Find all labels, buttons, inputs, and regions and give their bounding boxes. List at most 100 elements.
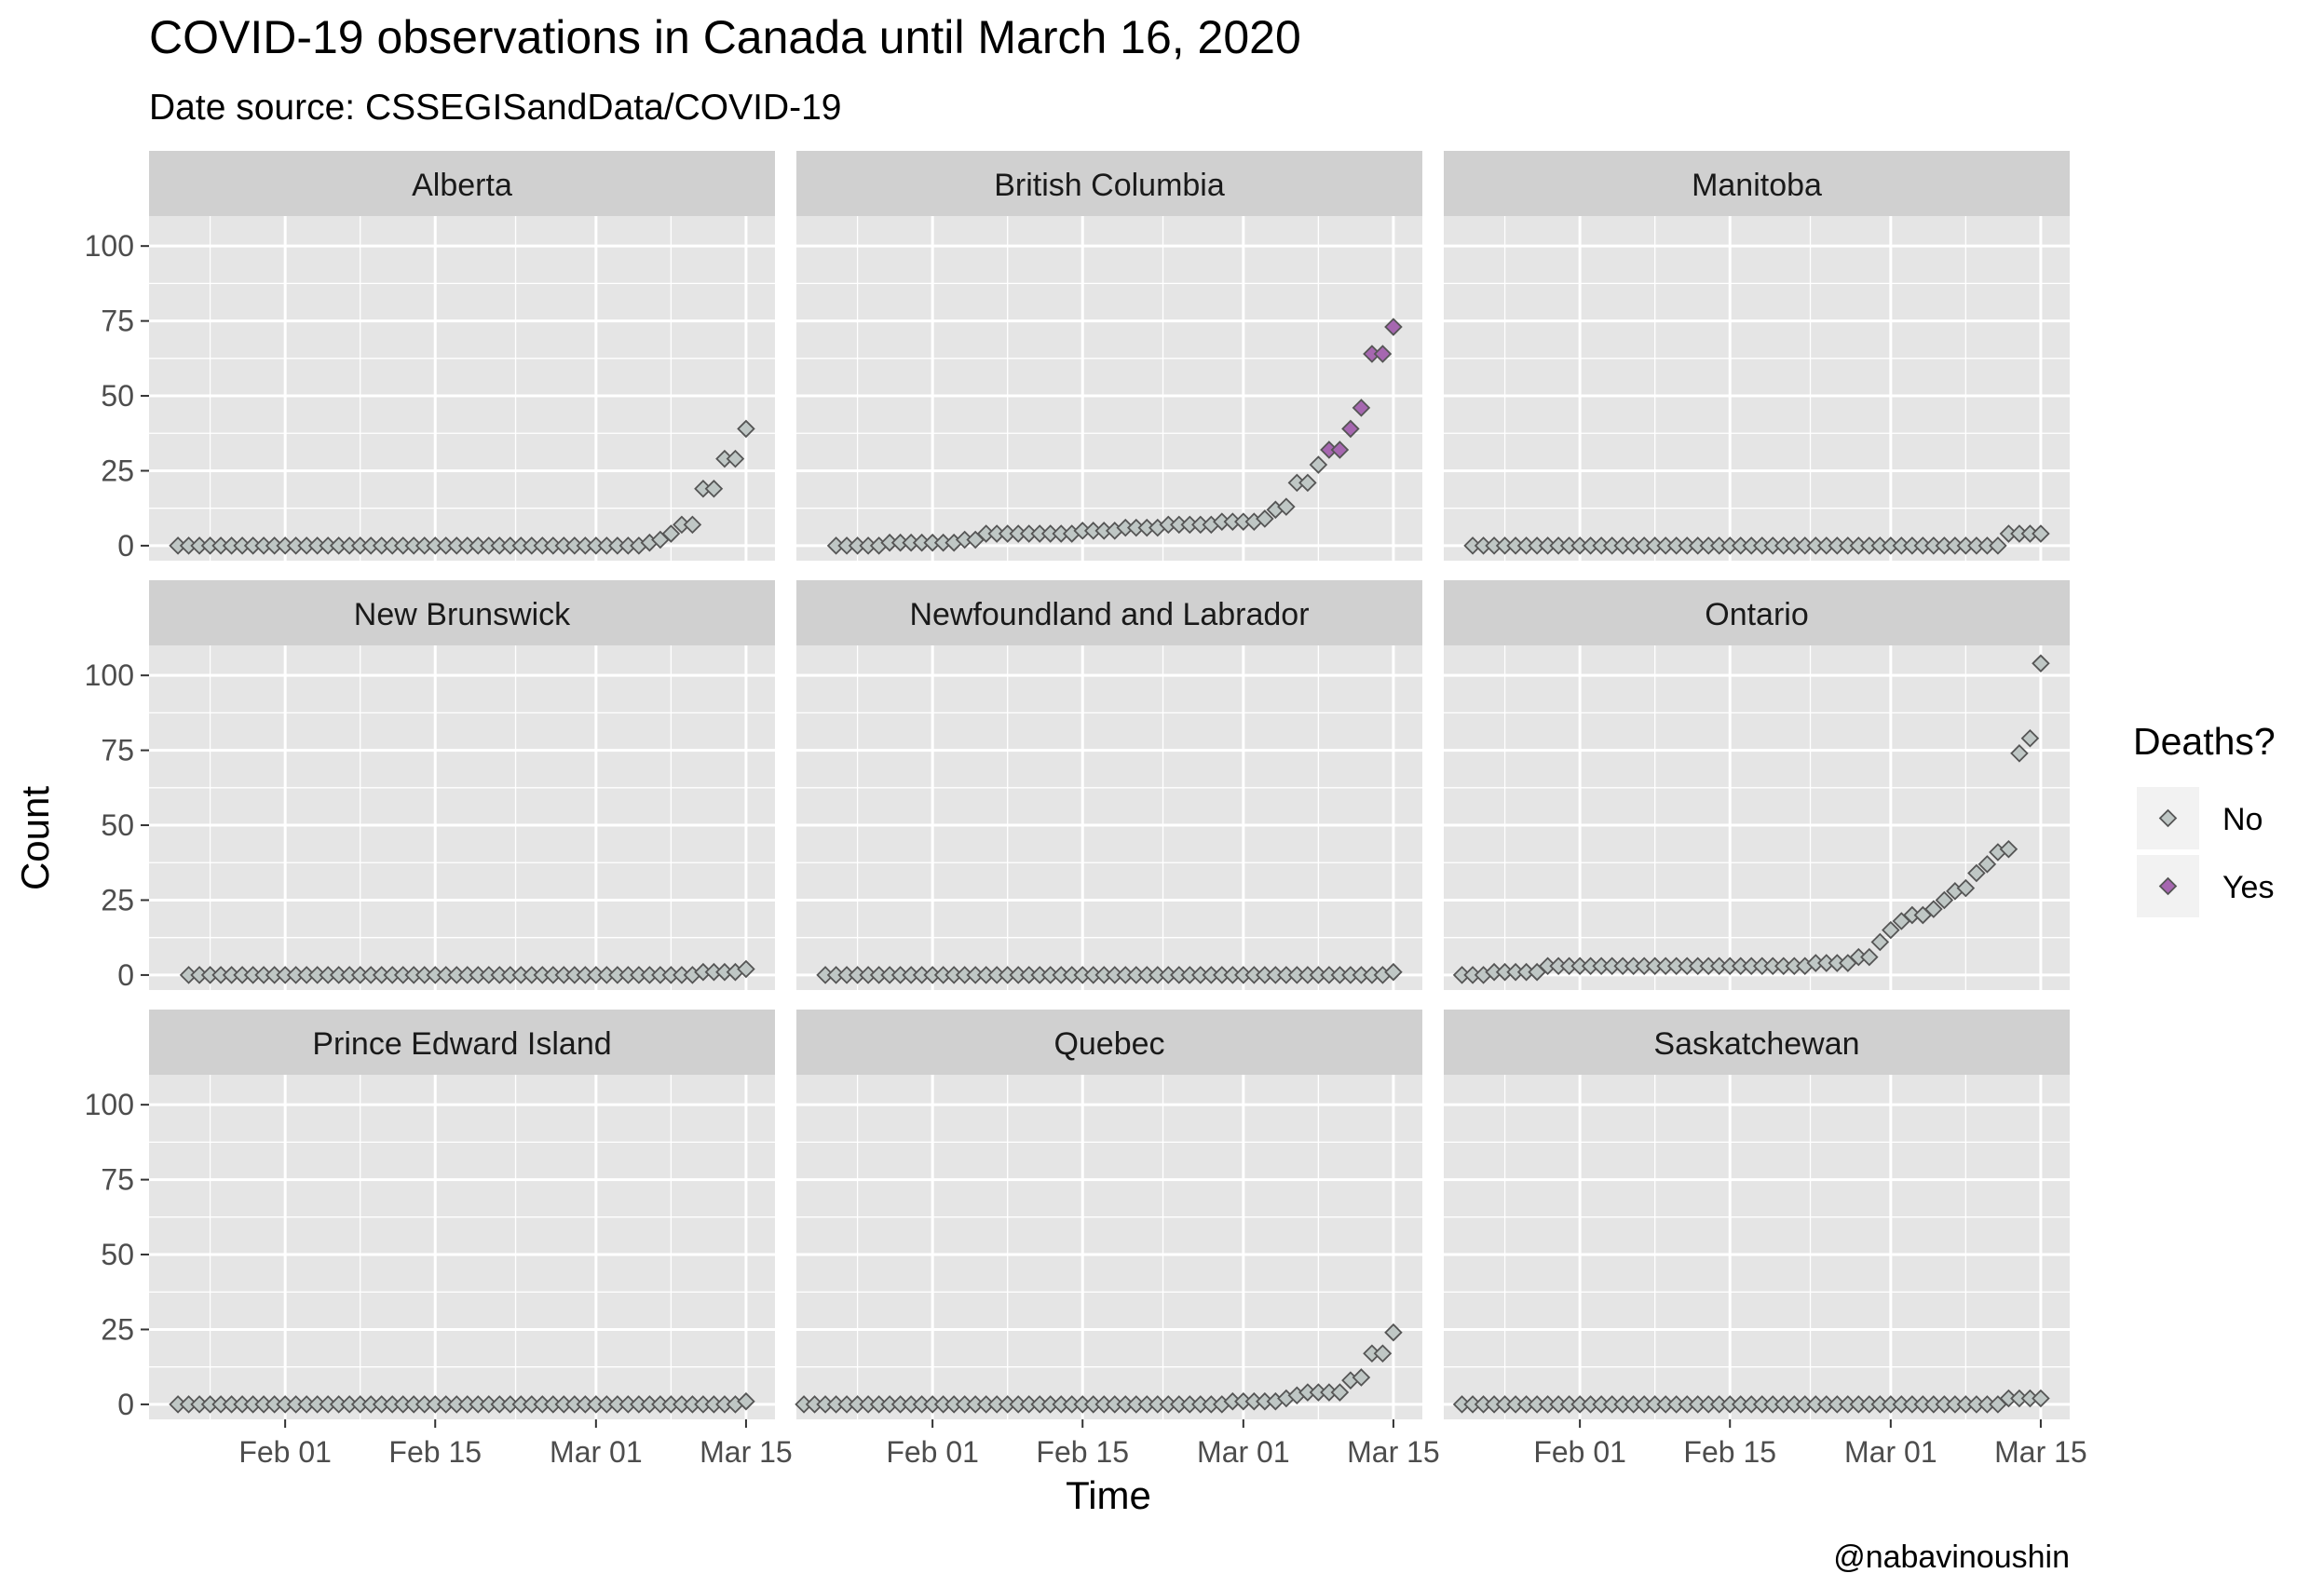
- facet-strip-label: Prince Edward Island: [312, 1026, 611, 1062]
- y-tick-label: 25: [101, 1312, 134, 1346]
- y-tick-label: 50: [101, 379, 134, 413]
- data-point: [1860, 947, 1879, 967]
- panel-british-columbia: British Columbia: [796, 151, 1422, 561]
- panel-background: [1444, 216, 2070, 561]
- facet-strip-label: Quebec: [1053, 1026, 1164, 1062]
- facet-strip: [796, 151, 1422, 216]
- facet-strip-label: Manitoba: [1692, 168, 1822, 203]
- y-tick-label: 100: [85, 229, 134, 263]
- data-point: [1373, 1344, 1393, 1363]
- data-point: [2010, 744, 2029, 763]
- data-point: [1870, 932, 1890, 952]
- panels-layer: Alberta 0 25 50 75 100 British Columbia Manitob…: [85, 151, 2087, 1469]
- panel-ontario: Ontario: [1444, 580, 2070, 990]
- panel-manitoba: Manitoba: [1444, 151, 2070, 561]
- y-tick-label: 0: [117, 958, 134, 992]
- data-point: [1924, 900, 1943, 918]
- legend-title: Deaths?: [2133, 720, 2276, 763]
- data-point: [737, 419, 755, 439]
- caption: @nabavinoushin: [1833, 1540, 2070, 1575]
- data-point-death: [1341, 419, 1360, 439]
- data-point: [1967, 863, 1986, 883]
- data-point: [2020, 728, 2040, 748]
- panel-background: [796, 216, 1422, 561]
- x-tick-label: Feb 01: [238, 1435, 332, 1469]
- facet-strip: [149, 580, 775, 645]
- legend: Deaths? No Yes: [2133, 720, 2276, 917]
- data-point: [1277, 497, 1296, 516]
- x-tick-label: Feb 15: [388, 1435, 482, 1469]
- facet-strip: [1444, 151, 2070, 216]
- x-tick-label: Mar 15: [1994, 1435, 2087, 1469]
- data-point: [1999, 840, 2018, 859]
- data-point-death: [1384, 318, 1403, 336]
- data-point: [661, 524, 681, 543]
- x-axis-title: Time: [1066, 1473, 1151, 1517]
- y-tick-label: 25: [101, 454, 134, 487]
- chart-subtitle: Date source: CSSEGISandData/COVID-19: [149, 88, 842, 128]
- x-tick-label: Mar 01: [1844, 1435, 1937, 1469]
- y-tick-label: 75: [101, 734, 134, 767]
- x-tick-label: Feb 15: [1683, 1435, 1776, 1469]
- data-point: [1384, 962, 1403, 982]
- y-tick-label: 100: [85, 1088, 134, 1121]
- data-point: [1977, 855, 1997, 874]
- panel-background: [149, 1075, 775, 1419]
- panel-prince-edward-island: Prince Edward Island 0 25 50 75 100 Feb 01 Feb …: [85, 1010, 793, 1469]
- panel-background: [149, 216, 775, 561]
- data-point: [683, 515, 702, 535]
- data-point: [726, 449, 745, 468]
- data-point: [1989, 536, 2007, 555]
- x-tick-label: Mar 15: [1347, 1435, 1440, 1469]
- data-point: [704, 480, 724, 498]
- legend-key-yes: [2158, 876, 2178, 896]
- data-point: [1935, 890, 1954, 910]
- y-tick-label: 25: [101, 883, 134, 916]
- y-tick-label: 100: [85, 658, 134, 692]
- facet-strip: [149, 151, 775, 216]
- panel-background: [1444, 1075, 2070, 1419]
- x-tick-label: Mar 15: [700, 1435, 793, 1469]
- x-tick-label: Feb 01: [1533, 1435, 1626, 1469]
- x-tick-label: Feb 15: [1036, 1435, 1129, 1469]
- x-tick-label: Mar 01: [1197, 1435, 1290, 1469]
- x-tick-label: Mar 01: [550, 1435, 643, 1469]
- facet-strip-label: Ontario: [1705, 597, 1809, 632]
- y-tick-label: 75: [101, 1163, 134, 1197]
- facet-strip-label: British Columbia: [994, 168, 1225, 203]
- facet-strip: [796, 1010, 1422, 1075]
- data-point: [737, 959, 755, 979]
- chart-title: COVID-19 observations in Canada until Ma…: [149, 11, 1301, 63]
- panel-background: [796, 645, 1422, 990]
- data-point-death: [1373, 345, 1393, 363]
- panel-alberta: Alberta 0 25 50 75 100: [85, 151, 775, 563]
- data-point-death: [1352, 399, 1371, 417]
- legend-label-yes: Yes: [2222, 870, 2274, 905]
- panel-background: [149, 645, 775, 990]
- y-tick-label: 50: [101, 1238, 134, 1271]
- data-point: [1330, 1383, 1350, 1402]
- data-point: [1309, 455, 1328, 474]
- data-point: [1882, 920, 1900, 940]
- y-axis-title: Count: [13, 786, 57, 890]
- facet-strip-label: Alberta: [412, 168, 512, 203]
- data-point: [1352, 1368, 1371, 1387]
- legend-label-no: No: [2222, 802, 2263, 837]
- data-point: [1256, 509, 1274, 528]
- data-point-death: [1330, 441, 1350, 459]
- facet-strip-label: Saskatchewan: [1653, 1026, 1859, 1062]
- y-tick-label: 75: [101, 305, 134, 338]
- data-point: [2032, 654, 2050, 673]
- panel-background: [1444, 645, 2070, 990]
- data-point: [1956, 878, 1976, 898]
- y-tick-label: 0: [117, 1388, 134, 1421]
- facet-strip: [796, 580, 1422, 645]
- data-point: [1384, 1322, 1403, 1342]
- panel-saskatchewan: Saskatchewan Feb 01 Feb 15 Mar 01 Mar 15: [1444, 1010, 2087, 1469]
- panel-new-brunswick: New Brunswick 0 25 50 75 100: [85, 580, 775, 992]
- data-point: [1298, 473, 1317, 493]
- facet-strip: [149, 1010, 775, 1075]
- facet-strip: [1444, 580, 2070, 645]
- x-tick-label: Feb 01: [886, 1435, 979, 1469]
